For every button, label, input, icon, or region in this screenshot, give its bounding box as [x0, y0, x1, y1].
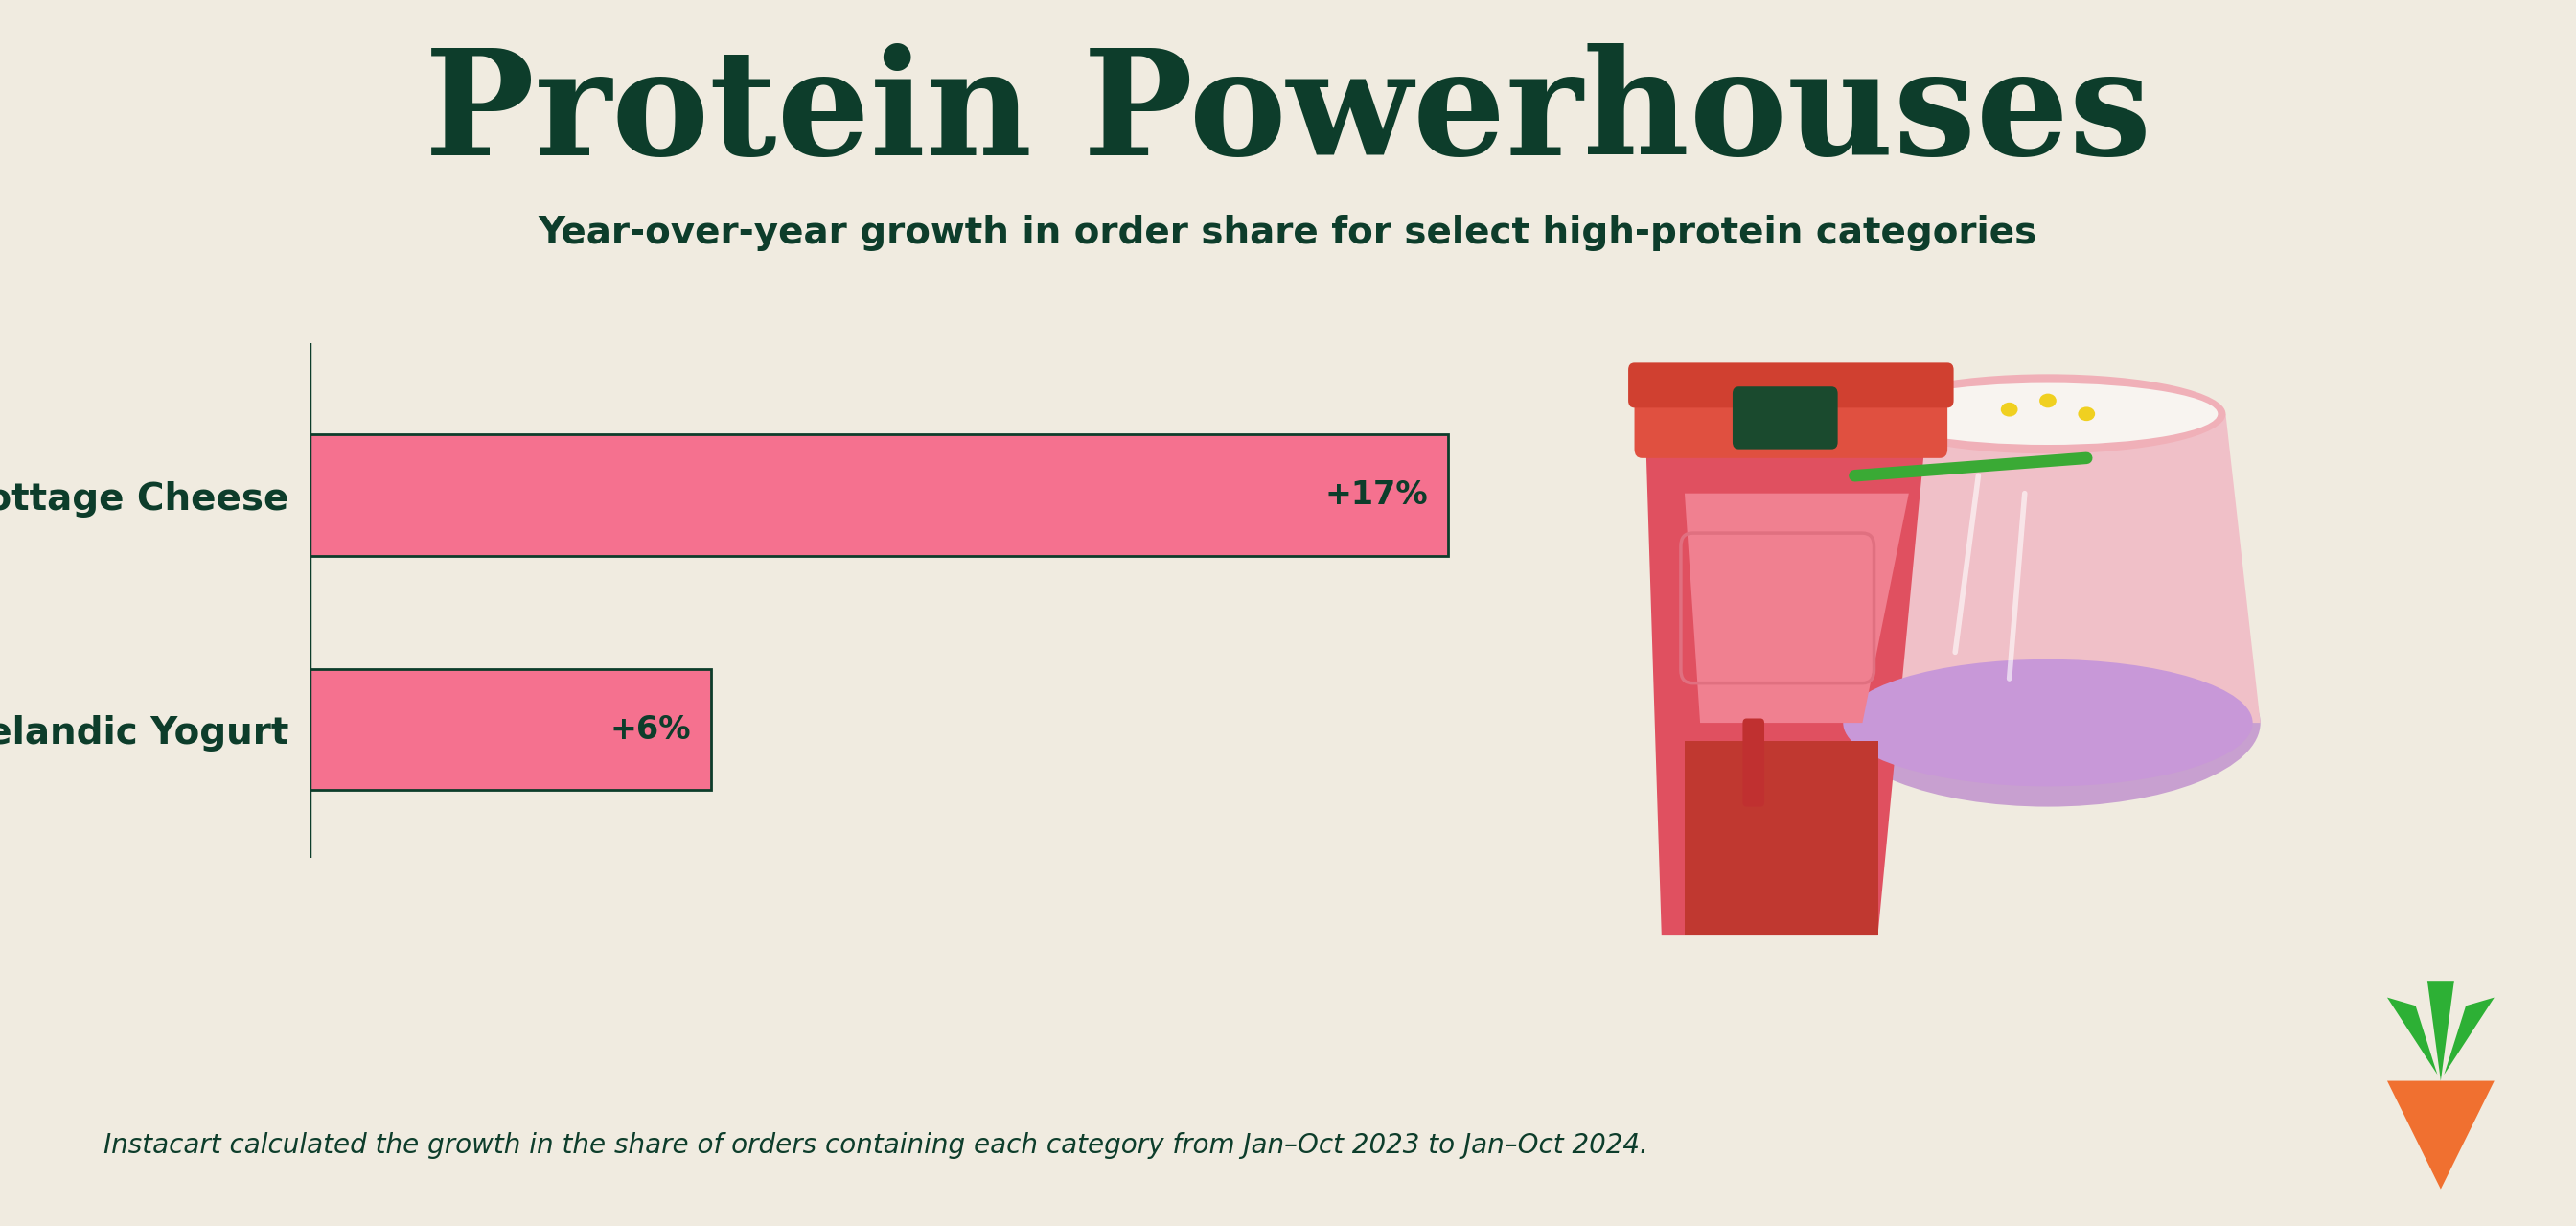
Polygon shape	[1685, 493, 1909, 723]
Polygon shape	[2388, 998, 2437, 1074]
FancyBboxPatch shape	[1633, 383, 1947, 459]
Point	[1839, 468, 1870, 483]
Bar	[309, 434, 1448, 557]
Ellipse shape	[1870, 374, 2226, 454]
Ellipse shape	[2002, 402, 2017, 417]
Point	[2009, 485, 2040, 500]
Text: Instacart calculated the growth in the share of orders containing each category : Instacart calculated the growth in the s…	[103, 1132, 1649, 1159]
FancyBboxPatch shape	[1741, 718, 1765, 807]
FancyBboxPatch shape	[1628, 363, 1953, 408]
Ellipse shape	[2040, 394, 2056, 408]
Point	[1994, 672, 2025, 687]
Text: +6%: +6%	[611, 714, 690, 745]
Polygon shape	[1646, 449, 1924, 934]
Polygon shape	[1685, 741, 1878, 934]
FancyBboxPatch shape	[1734, 386, 1837, 449]
Polygon shape	[2427, 981, 2455, 1081]
Line: 2 pts: 2 pts	[1855, 459, 2087, 476]
Point	[1940, 645, 1971, 660]
Ellipse shape	[2079, 407, 2094, 421]
Polygon shape	[2445, 998, 2494, 1074]
Point	[2071, 451, 2102, 466]
Line: 2 pts: 2 pts	[1955, 476, 1978, 652]
Text: Protein Powerhouses: Protein Powerhouses	[425, 43, 2151, 185]
Ellipse shape	[1878, 383, 2218, 445]
Point	[1963, 468, 1994, 483]
Polygon shape	[1834, 414, 2259, 723]
Ellipse shape	[1844, 660, 2251, 786]
Ellipse shape	[1834, 639, 2259, 807]
Bar	[309, 668, 711, 791]
Polygon shape	[2388, 1081, 2494, 1189]
Text: +17%: +17%	[1324, 479, 1427, 511]
Line: 2 pts: 2 pts	[2009, 493, 2025, 679]
Text: Year-over-year growth in order share for select high-protein categories: Year-over-year growth in order share for…	[538, 215, 2038, 251]
